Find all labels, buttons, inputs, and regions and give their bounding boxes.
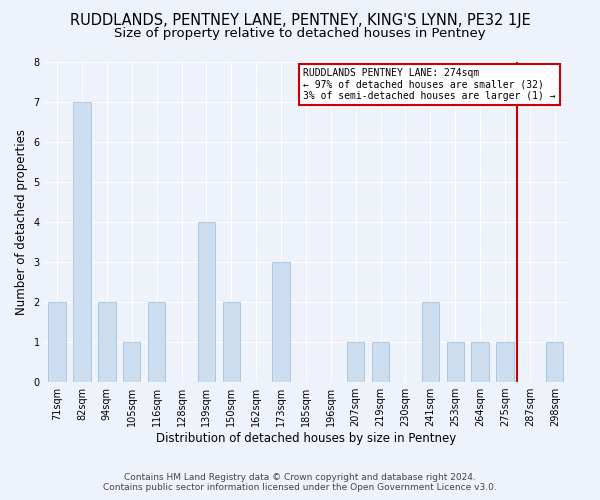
Bar — [546, 342, 563, 382]
Bar — [347, 342, 364, 382]
Bar — [422, 302, 439, 382]
Bar — [49, 302, 66, 382]
Bar — [223, 302, 240, 382]
X-axis label: Distribution of detached houses by size in Pentney: Distribution of detached houses by size … — [156, 432, 456, 445]
Bar — [496, 342, 514, 382]
Bar — [372, 342, 389, 382]
Bar — [73, 102, 91, 382]
Text: Contains HM Land Registry data © Crown copyright and database right 2024.
Contai: Contains HM Land Registry data © Crown c… — [103, 473, 497, 492]
Y-axis label: Number of detached properties: Number of detached properties — [15, 129, 28, 315]
Text: Size of property relative to detached houses in Pentney: Size of property relative to detached ho… — [114, 28, 486, 40]
Bar — [197, 222, 215, 382]
Text: RUDDLANDS PENTNEY LANE: 274sqm
← 97% of detached houses are smaller (32)
3% of s: RUDDLANDS PENTNEY LANE: 274sqm ← 97% of … — [304, 68, 556, 101]
Text: RUDDLANDS, PENTNEY LANE, PENTNEY, KING'S LYNN, PE32 1JE: RUDDLANDS, PENTNEY LANE, PENTNEY, KING'S… — [70, 12, 530, 28]
Bar — [472, 342, 489, 382]
Bar — [148, 302, 166, 382]
Bar — [272, 262, 290, 382]
Bar — [446, 342, 464, 382]
Bar — [123, 342, 140, 382]
Bar — [98, 302, 116, 382]
